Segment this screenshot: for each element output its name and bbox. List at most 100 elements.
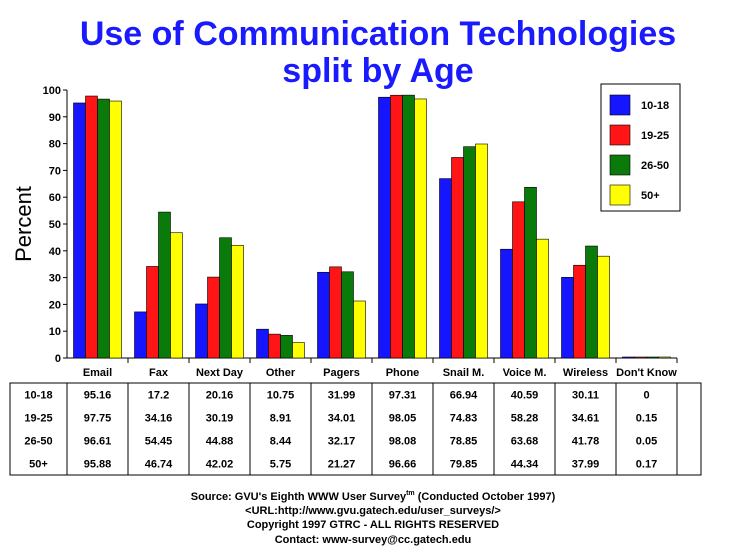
table-cell: 34.01 bbox=[328, 413, 356, 425]
bar-10-18-Voice M. bbox=[500, 248, 513, 359]
bar-19-25-Don't Know bbox=[634, 356, 647, 359]
bar-19-25-Phone bbox=[390, 94, 403, 359]
y-tick-label: 50 bbox=[49, 219, 61, 231]
footer-url[interactable]: <URL:http://www.gvu.gatech.edu/user_surv… bbox=[245, 505, 501, 517]
bar-19-25-Wireless bbox=[573, 264, 586, 359]
bar-50+-Next Day bbox=[231, 245, 244, 359]
table-cell: 97.31 bbox=[389, 390, 417, 402]
bar-50+-Other bbox=[292, 342, 305, 359]
bar-26-50-Email bbox=[97, 98, 110, 359]
legend-swatch bbox=[609, 94, 631, 116]
bar-26-50-Fax bbox=[158, 211, 171, 359]
table-cell: 96.61 bbox=[84, 436, 112, 448]
footer-source-prefix: Source: GVU's Eighth WWW User Survey bbox=[191, 491, 407, 503]
table-cell: 0.05 bbox=[636, 436, 657, 448]
y-tick-label: 60 bbox=[49, 192, 61, 204]
legend-entry: 19-25 bbox=[641, 130, 669, 142]
x-tick-label: Wireless bbox=[563, 367, 608, 379]
bar-19-25-Pagers bbox=[329, 266, 342, 359]
y-tick-label: 20 bbox=[49, 299, 61, 311]
bar-19-25-Email bbox=[85, 95, 98, 359]
bar-50+-Wireless bbox=[597, 255, 610, 359]
table-cell: 42.02 bbox=[206, 459, 234, 471]
chart-title-line1: Use of Communication Technologies bbox=[80, 15, 676, 53]
table-cell: 40.59 bbox=[511, 390, 539, 402]
table-cell: 97.75 bbox=[84, 413, 112, 425]
table-row-label: 50+ bbox=[29, 459, 48, 471]
table-cell: 0.17 bbox=[636, 459, 657, 471]
y-axis-label: Percent bbox=[11, 186, 36, 262]
bar-26-50-Voice M. bbox=[524, 187, 537, 359]
bar-19-25-Fax bbox=[146, 266, 159, 359]
legend: 10-18 19-25 26-50 50+ bbox=[600, 83, 681, 212]
bar-26-50-Don't Know bbox=[646, 356, 659, 359]
bar-19-25-Snail M. bbox=[451, 157, 464, 359]
table-cell: 34.16 bbox=[145, 413, 173, 425]
table-cell: 95.88 bbox=[84, 459, 112, 471]
legend-entry: 50+ bbox=[641, 190, 660, 202]
table-cell: 8.91 bbox=[270, 413, 291, 425]
x-tick-label: Email bbox=[83, 367, 112, 379]
table-cell: 30.19 bbox=[206, 413, 234, 425]
table-row-label: 10-18 bbox=[24, 390, 52, 402]
x-tick-label: Next Day bbox=[196, 367, 244, 379]
bar-10-18-Pagers bbox=[317, 271, 330, 359]
bar-50+-Voice M. bbox=[536, 238, 549, 359]
table-cell: 98.08 bbox=[389, 436, 417, 448]
table-cell: 58.28 bbox=[511, 413, 539, 425]
table-cell: 54.45 bbox=[145, 436, 173, 448]
y-tick-label: 30 bbox=[49, 273, 61, 285]
chart-title-line2: split by Age bbox=[282, 52, 473, 90]
bar-19-25-Voice M. bbox=[512, 201, 525, 359]
table-cell: 98.05 bbox=[389, 413, 417, 425]
table-cell: 30.11 bbox=[572, 390, 599, 402]
x-tick-label: Fax bbox=[149, 367, 169, 379]
data-table: 10-18 95.16 17.2 20.16 10.75 31.99 97.31 66.94 4… bbox=[9, 382, 702, 476]
legend-entry: 10-18 bbox=[641, 100, 669, 112]
footer-source: Source: GVU's Eighth WWW User Surveytm (… bbox=[191, 490, 556, 503]
legend-swatch bbox=[609, 184, 631, 206]
bar-10-18-Don't Know bbox=[622, 356, 635, 359]
table-cell: 8.44 bbox=[270, 436, 292, 448]
bar-10-18-Other bbox=[256, 328, 269, 359]
table-cell: 44.34 bbox=[511, 459, 539, 471]
bar-10-18-Phone bbox=[378, 96, 391, 359]
y-tick-label: 90 bbox=[49, 112, 61, 124]
footer-source-sup: tm bbox=[406, 490, 415, 497]
table-cell: 41.78 bbox=[572, 436, 600, 448]
table-cell: 10.75 bbox=[267, 390, 295, 402]
footer-contact[interactable]: Contact: www-survey@cc.gatech.edu bbox=[275, 534, 472, 546]
footer-copyright: Copyright 1997 GTRC - ALL RIGHTS RESERVE… bbox=[247, 519, 499, 531]
table-cell: 96.66 bbox=[389, 459, 417, 471]
bar-50+-Email bbox=[109, 100, 122, 359]
y-tick-label: 100 bbox=[43, 85, 61, 97]
bar-26-50-Snail M. bbox=[463, 146, 476, 359]
table-cell: 21.27 bbox=[328, 459, 356, 471]
y-tick-label: 10 bbox=[49, 326, 61, 338]
table-cell: 78.85 bbox=[450, 436, 478, 448]
bar-50+-Fax bbox=[170, 232, 183, 359]
table-border bbox=[9, 382, 702, 476]
bar-10-18-Snail M. bbox=[439, 178, 452, 359]
table-cell: 31.99 bbox=[328, 390, 356, 402]
table-cell: 74.83 bbox=[450, 413, 478, 425]
table-cell: 32.17 bbox=[328, 436, 356, 448]
y-tick-label: 0 bbox=[55, 353, 61, 365]
legend-swatch bbox=[609, 154, 631, 176]
table-cell: 44.88 bbox=[206, 436, 234, 448]
table-cell: 79.85 bbox=[450, 459, 478, 471]
bar-26-50-Pagers bbox=[341, 271, 354, 359]
bar-26-50-Other bbox=[280, 335, 293, 359]
bar-50+-Pagers bbox=[353, 300, 366, 359]
table-row-label: 26-50 bbox=[24, 436, 52, 448]
plot-area: 0 10 20 30 40 50 60 70 80 90 100 Email Fax Next Day Ot… bbox=[43, 85, 678, 379]
footer: Source: GVU's Eighth WWW User Surveytm (… bbox=[191, 490, 556, 546]
table-cell: 37.99 bbox=[572, 459, 600, 471]
bar-50+-Don't Know bbox=[658, 356, 671, 359]
table-cell: 95.16 bbox=[84, 390, 112, 402]
legend-swatch bbox=[609, 124, 631, 146]
y-tick-label: 80 bbox=[49, 139, 61, 151]
legend-entry: 26-50 bbox=[641, 160, 669, 172]
table-cell: 0.15 bbox=[636, 413, 657, 425]
